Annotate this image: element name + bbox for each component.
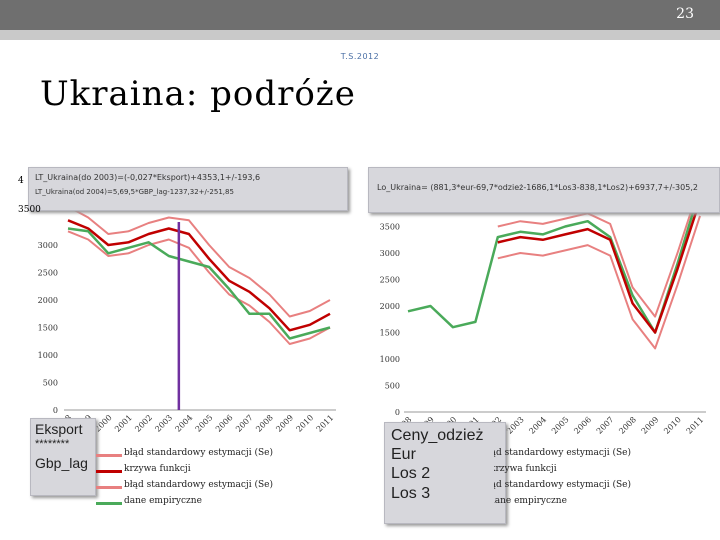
legend-right-item-3: błąd standardowy estymacji (Se): [494, 480, 631, 490]
legend-swatch: [96, 454, 122, 457]
legend-right-item-1: błąd standardowy estymacji (Se): [494, 448, 631, 458]
top-bar-stripe: [0, 30, 720, 40]
page-number: 23: [676, 6, 694, 22]
right-variable-1: Ceny_odzież: [391, 427, 484, 444]
left-variables-box: Eksport ******** Gbp_lag: [30, 418, 96, 496]
left-axis-partial-3500: 3500: [18, 205, 41, 215]
top-bar: 23: [0, 0, 720, 30]
right-x-tick-label: 2008: [617, 415, 638, 436]
legend-item-lower-se: błąd standardowy estymacji (Se): [96, 480, 296, 496]
left-y-tick-label: 2000: [38, 296, 58, 305]
left-y-tick-label: 1500: [38, 324, 58, 333]
left-y-tick-label: 0: [53, 406, 58, 415]
legend-item-empirical: dane empiryczne: [96, 496, 296, 512]
legend-item-function: krzywa funkcji: [96, 464, 296, 480]
left-x-tick-label: 2000: [93, 413, 114, 434]
legend-right-item-4: dane empiryczne: [494, 496, 567, 506]
left-x-tick-label: 2007: [234, 413, 255, 434]
right-series-upper_se: [497, 212, 692, 318]
right-variable-4: Los 3: [391, 484, 431, 502]
legend-swatch: [96, 502, 122, 505]
left-equation-line-1: LT_Ukraina(do 2003)=(-0,027*Eksport)+435…: [35, 173, 261, 182]
left-x-tick-label: 2008: [254, 413, 275, 434]
right-x-tick-label: 2004: [527, 415, 548, 436]
left-variable-2: ********: [35, 437, 70, 450]
left-series-lower_se: [67, 230, 331, 345]
legend-right: błąd standardowy estymacji (Se) krzywa f…: [494, 448, 694, 512]
left-x-tick-label: 2009: [274, 413, 295, 434]
right-x-tick-label: 2005: [550, 415, 571, 436]
right-y-tick-label: 1500: [380, 329, 400, 338]
right-variable-2: Eur: [391, 446, 416, 464]
left-x-tick-label: 2010: [295, 413, 316, 434]
right-x-tick-label: 2003: [505, 415, 526, 436]
legend-right-item-2: krzywa funkcji: [494, 464, 557, 474]
left-x-tick-label: 2001: [113, 413, 134, 434]
right-variable-3: Los 2: [391, 465, 431, 483]
left-axis-top-partial: 4: [18, 176, 24, 186]
legend-item-upper-se: błąd standardowy estymacji (Se): [96, 448, 296, 464]
right-y-tick-label: 0: [395, 408, 400, 417]
right-y-tick-label: 3000: [380, 249, 400, 258]
left-y-tick-label: 2500: [38, 269, 58, 278]
right-series-lower_se: [497, 215, 701, 350]
right-x-tick-label: 2007: [595, 415, 616, 436]
right-x-tick-label: 2006: [572, 415, 593, 436]
left-y-tick-label: 1000: [38, 351, 58, 360]
legend-swatch: [96, 486, 122, 489]
right-variables-box: Ceny_odzież Eur Los 2 Los 3: [384, 422, 506, 524]
right-equation: Lo_Ukraina= (881,3*eur-69,7*odzież-1686,…: [377, 183, 698, 192]
left-y-tick-label: 3000: [38, 241, 58, 250]
left-x-tick-label: 2004: [174, 413, 195, 434]
left-variable-1: Eksport: [35, 421, 83, 437]
left-x-tick-label: 2005: [194, 413, 215, 434]
slide-date: T.S.2012: [340, 52, 380, 61]
right-x-tick-label: 2009: [640, 415, 661, 436]
right-y-tick-label: 3500: [380, 223, 400, 232]
right-series-function: [497, 212, 698, 334]
left-equation-box: LT_Ukraina(do 2003)=(-0,027*Eksport)+435…: [28, 167, 348, 211]
left-x-tick-label: 2006: [214, 413, 235, 434]
left-x-tick-label: 2011: [315, 413, 336, 434]
left-series-function: [67, 219, 331, 332]
right-y-tick-label: 2500: [380, 276, 400, 285]
left-y-tick-label: 500: [43, 379, 58, 388]
right-y-tick-label: 2000: [380, 302, 400, 311]
legend-swatch: [96, 470, 122, 473]
right-x-tick-label: 2011: [685, 415, 706, 436]
left-series-empirical: [67, 227, 331, 340]
left-x-tick-label: 2003: [153, 413, 174, 434]
left-x-tick-label: 2002: [133, 413, 154, 434]
left-equation-line-2: LT_Ukraina(od 2004)=5,69,5*GBP_lag-1237,…: [35, 188, 234, 196]
legend-left: błąd standardowy estymacji (Se) krzywa f…: [96, 448, 296, 512]
right-y-tick-label: 1000: [380, 355, 400, 364]
right-equation-box: Lo_Ukraina= (881,3*eur-69,7*odzież-1686,…: [368, 167, 720, 213]
right-y-tick-label: 500: [385, 382, 400, 391]
right-x-tick-label: 2010: [662, 415, 683, 436]
left-variable-3: Gbp_lag: [35, 454, 88, 471]
left-series-upper_se: [72, 210, 331, 318]
slide-title: Ukraina: podróże: [40, 74, 356, 114]
